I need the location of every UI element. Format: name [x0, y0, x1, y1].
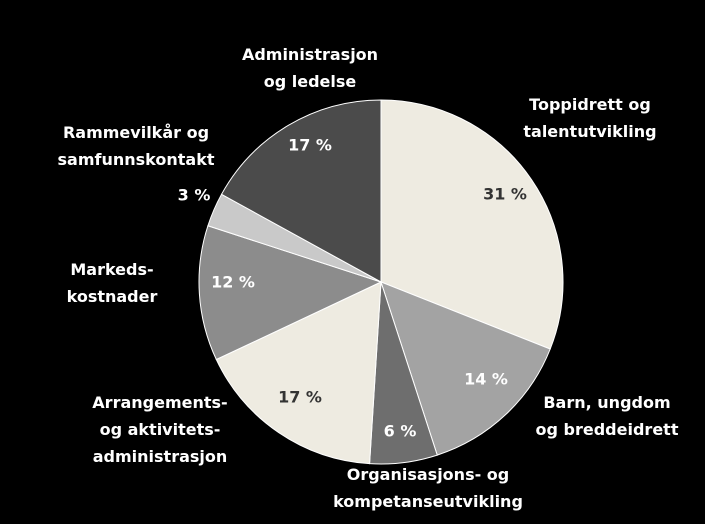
category-label: Barn, ungdom og breddeidrett [536, 393, 679, 439]
category-label: Organisasjons- og kompetanseutvikling [333, 465, 523, 511]
value-label: 14 % [464, 370, 508, 389]
pie-slice [380, 99, 564, 350]
pie-slice [220, 99, 382, 283]
value-label: 12 % [211, 273, 255, 292]
category-label: Markeds-kostnader [67, 260, 158, 306]
pie-slice [198, 225, 383, 361]
value-label: 3 % [178, 186, 211, 205]
value-label: 17 % [288, 136, 332, 155]
category-label: Administrasjon og ledelse [242, 45, 378, 91]
value-label: 6 % [384, 422, 417, 441]
value-label: 31 % [483, 185, 527, 204]
category-label: Toppidrett og talentutvikling [523, 95, 656, 141]
category-label: Arrangements-og aktivitets-administrasjo… [92, 393, 227, 466]
value-label: 17 % [278, 388, 322, 407]
category-label: Rammevilkår og samfunnskontakt [58, 123, 215, 169]
pie-slice [215, 281, 382, 465]
